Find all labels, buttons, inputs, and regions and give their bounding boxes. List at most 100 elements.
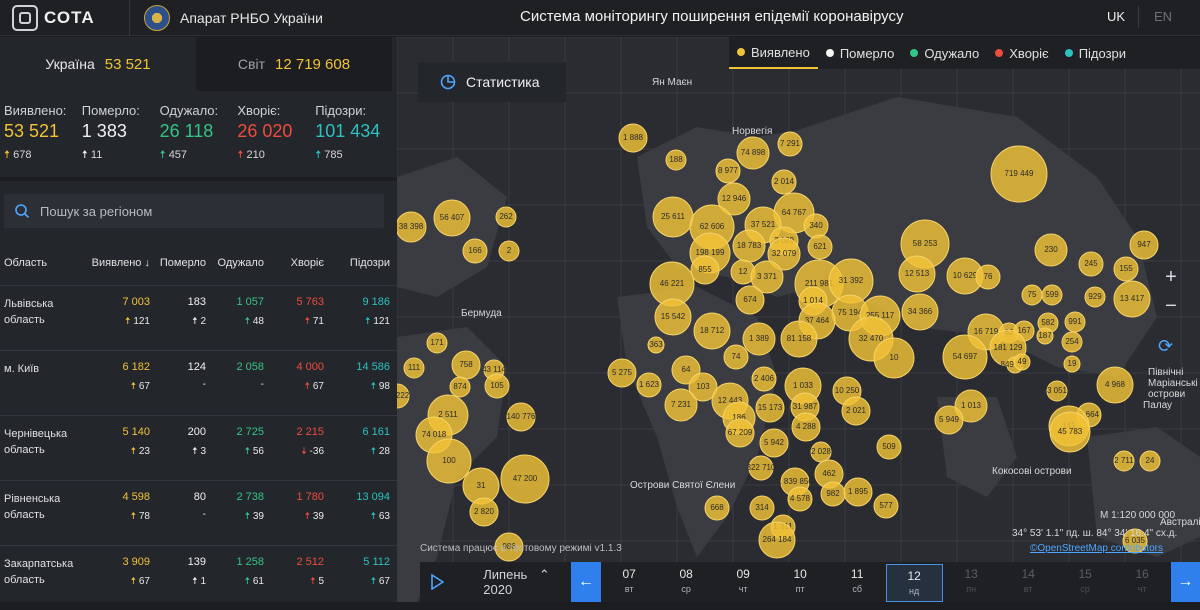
search-icon[interactable] [4, 194, 40, 228]
stat-value: 1 383 [81, 121, 127, 141]
case-bubble-label: 2 511 [438, 410, 458, 419]
case-bubble-label: 105 [490, 381, 504, 390]
table-row[interactable]: Львівська область 7 003 🠅 121 183 🠅 2 1 05… [0, 285, 397, 350]
case-bubble [426, 438, 472, 484]
arrow-icon: 🠅 [130, 381, 137, 392]
statistics-button[interactable]: Статистика [418, 62, 566, 102]
col-suspected[interactable]: Підозри [349, 257, 390, 269]
prev-day-button[interactable]: ← [571, 562, 601, 602]
case-bubble-label: 8 977 [718, 166, 739, 175]
map-canvas[interactable]: 1 888 188 74 898 7 291 8 977 2 014 719 449 56 4… [397, 37, 1200, 602]
day-item[interactable]: 07 вт [601, 563, 658, 602]
arrow-icon: 🠅 [370, 446, 377, 457]
delta-value: 61 [252, 576, 264, 587]
day-item[interactable]: 13 пн [943, 563, 1000, 602]
col-sick[interactable]: Хворіє [290, 257, 324, 269]
case-bubble [693, 312, 731, 350]
case-bubble-label: 155 [1119, 264, 1133, 273]
next-day-button[interactable]: → [1170, 562, 1200, 602]
table-row[interactable]: Закарпатська область 3 909 🠅 67 139 🠅 1 1 … [0, 545, 397, 610]
cell-recovered: 1 057 [236, 296, 264, 308]
table-row[interactable]: Рівненська область 4 598 🠅 78 80- 2 738 🠅 … [0, 480, 397, 545]
case-bubble-label: 7 291 [780, 139, 801, 148]
case-bubble-label: 363 [649, 340, 663, 349]
case-bubble [898, 255, 936, 293]
cell-died: 80 [193, 491, 206, 503]
case-bubble-label: 577 [879, 501, 893, 510]
case-bubble-label: 64 767 [782, 208, 807, 217]
day-of-week: сб [852, 583, 862, 594]
case-bubble [665, 149, 687, 171]
delta-value: - [260, 379, 264, 390]
stat-value: 53 521 [4, 121, 60, 141]
zoom-in-icon[interactable]: + [1165, 266, 1177, 288]
day-number: 15 [1078, 566, 1092, 581]
case-bubble [771, 169, 797, 195]
language-en[interactable]: EN [1154, 9, 1173, 24]
day-item[interactable]: 14 вт [1000, 563, 1057, 602]
col-region[interactable]: Область [4, 257, 48, 269]
zoom-controls: + − [1157, 266, 1185, 318]
legend-recovered[interactable]: Одужало [902, 37, 987, 69]
day-item[interactable]: 08 ср [658, 563, 715, 602]
play-button[interactable] [420, 562, 453, 602]
col-died[interactable]: Померло [159, 257, 206, 269]
case-bubble [484, 373, 510, 399]
statistics-button-label: Статистика [466, 74, 540, 90]
cell-sick: 2 215 [296, 426, 324, 438]
search-input[interactable] [40, 203, 360, 219]
table-row[interactable]: м. Київ 6 182 🠅 67 124- 2 058- 4 000 🠅 67 … [0, 350, 397, 415]
dot-icon [910, 49, 919, 57]
day-item[interactable]: 11 сб [829, 563, 886, 602]
case-bubble-label: 4 578 [790, 494, 811, 503]
case-bubble-label: 264 184 [763, 535, 792, 544]
case-bubble [664, 388, 698, 422]
case-bubble [954, 389, 988, 423]
case-bubble-label: 74 018 [422, 430, 447, 439]
case-bubble [715, 158, 741, 184]
col-recovered[interactable]: Одужало [217, 257, 265, 269]
day-item[interactable]: 12 нд [885, 563, 943, 602]
day-item[interactable]: 16 чт [1114, 563, 1171, 602]
day-number: 13 [964, 566, 978, 581]
osm-attribution-link[interactable]: ©OpenStreetMap contributors [1030, 543, 1163, 554]
language-uk[interactable]: UK [1107, 9, 1126, 24]
delta-value: 48 [252, 316, 264, 327]
refresh-icon[interactable]: ⟳ [1158, 336, 1174, 356]
case-bubble-label: 230 [1044, 245, 1058, 254]
month-selector[interactable]: Липень ⌃ 2020 [453, 567, 571, 597]
day-item[interactable]: 15 ср [1057, 563, 1114, 602]
case-bubble-label: 56 407 [440, 213, 465, 222]
tab-ukraine[interactable]: Україна 53 521 [0, 37, 196, 91]
case-bubble-label: 1 888 [623, 133, 644, 142]
legend-detected[interactable]: Виявлено [729, 37, 818, 69]
case-bubble-label: 855 [698, 265, 712, 274]
case-bubble-label: 24 [1146, 456, 1155, 465]
legend-sick[interactable]: Хворіє [987, 37, 1056, 69]
case-bubble-label: 6 035 [1125, 536, 1146, 545]
case-bubble-label: 314 [755, 503, 769, 512]
stat-delta: 210 [246, 149, 265, 161]
place-label: Острови Святої Єлени [630, 480, 736, 491]
place-label: Палау [1143, 400, 1173, 411]
table-row[interactable]: Чернівецька область 5 140 🠅 23 200 🠅 3 2 7… [0, 415, 397, 480]
case-bubble-label: 2 014 [774, 177, 795, 186]
arrow-icon: 🠅 [244, 511, 251, 522]
day-item[interactable]: 09 чт [715, 563, 772, 602]
zoom-out-icon[interactable]: − [1165, 295, 1177, 317]
case-bubble-label: 81 158 [787, 334, 812, 343]
app-logo[interactable]: СОТА [0, 0, 130, 36]
region-search [0, 181, 397, 241]
legend-suspected[interactable]: Підозри [1057, 37, 1134, 69]
delta-value: 67 [138, 381, 150, 392]
map-view[interactable]: 1 888 188 74 898 7 291 8 977 2 014 719 449 56 4… [397, 37, 1200, 602]
day-item[interactable]: 10 пт [772, 563, 829, 602]
legend-died[interactable]: Померло [818, 37, 903, 69]
search-box[interactable] [4, 194, 384, 228]
tab-world[interactable]: Світ 12 719 608 [196, 37, 392, 91]
case-bubble-label: 186 [732, 413, 746, 422]
col-detected[interactable]: Виявлено ↓ [91, 257, 150, 269]
case-bubble [704, 495, 730, 521]
delta-value: 28 [378, 446, 390, 457]
case-bubble-label: 2 664 [1079, 410, 1100, 419]
